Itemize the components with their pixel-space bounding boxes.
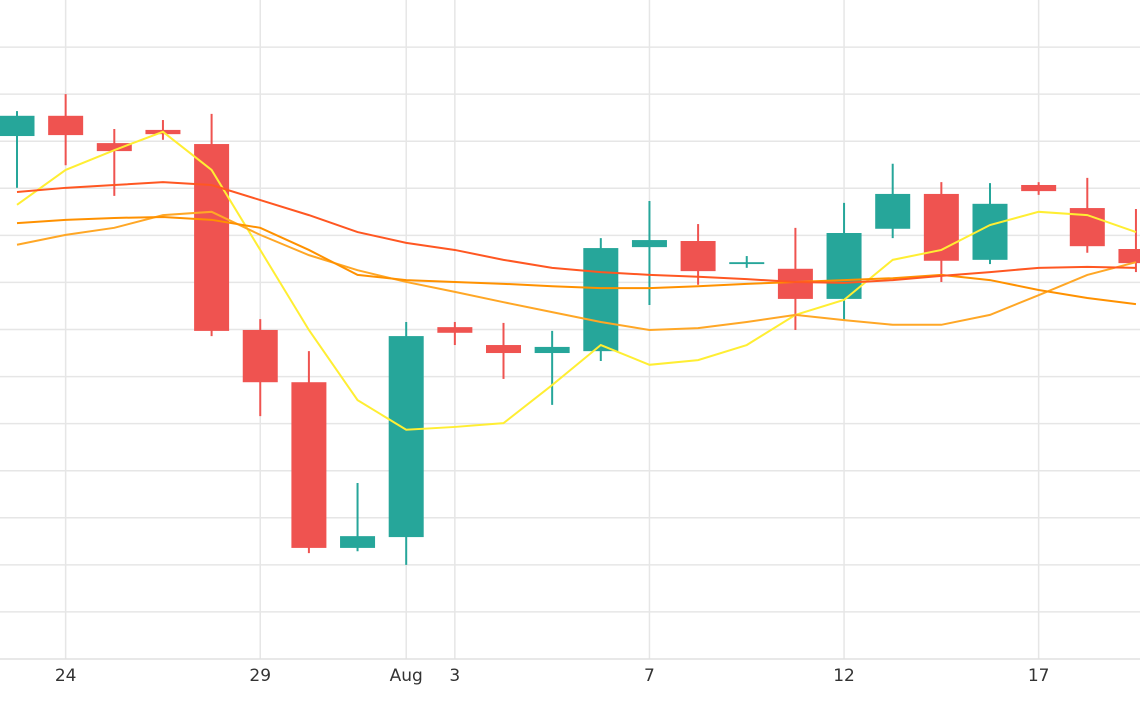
candle-body (1118, 249, 1140, 264)
candle-body (1021, 184, 1057, 192)
candle-body (388, 336, 424, 538)
candle-body (48, 115, 84, 136)
candle-body (194, 144, 230, 331)
candle-body (486, 345, 521, 354)
candle-body (96, 143, 132, 152)
candle-body (242, 329, 278, 383)
candle-body (340, 536, 376, 548)
moving-average-line (16, 130, 1137, 431)
candle-body (534, 346, 570, 354)
candle-body (875, 193, 911, 229)
candle-body (777, 268, 813, 299)
moving-average-line (16, 210, 1137, 331)
x-tick-label: Aug (390, 666, 423, 686)
x-tick-label: 24 (55, 666, 77, 686)
candle-body (0, 115, 35, 137)
candle-body (680, 241, 716, 272)
x-tick-label: 7 (644, 666, 655, 686)
moving-average-line (16, 181, 1136, 284)
x-tick-label: 12 (833, 666, 855, 686)
candle-body (291, 382, 327, 548)
x-tick-label: 17 (1028, 666, 1050, 686)
candle-body (631, 240, 667, 248)
candle-body (583, 248, 619, 352)
candle-body (826, 233, 862, 299)
x-tick-label: 29 (249, 666, 271, 686)
candle-body (437, 327, 473, 333)
candle-body (729, 262, 765, 265)
x-tick-label: 3 (449, 666, 460, 686)
moving-average-line (16, 215, 1137, 306)
